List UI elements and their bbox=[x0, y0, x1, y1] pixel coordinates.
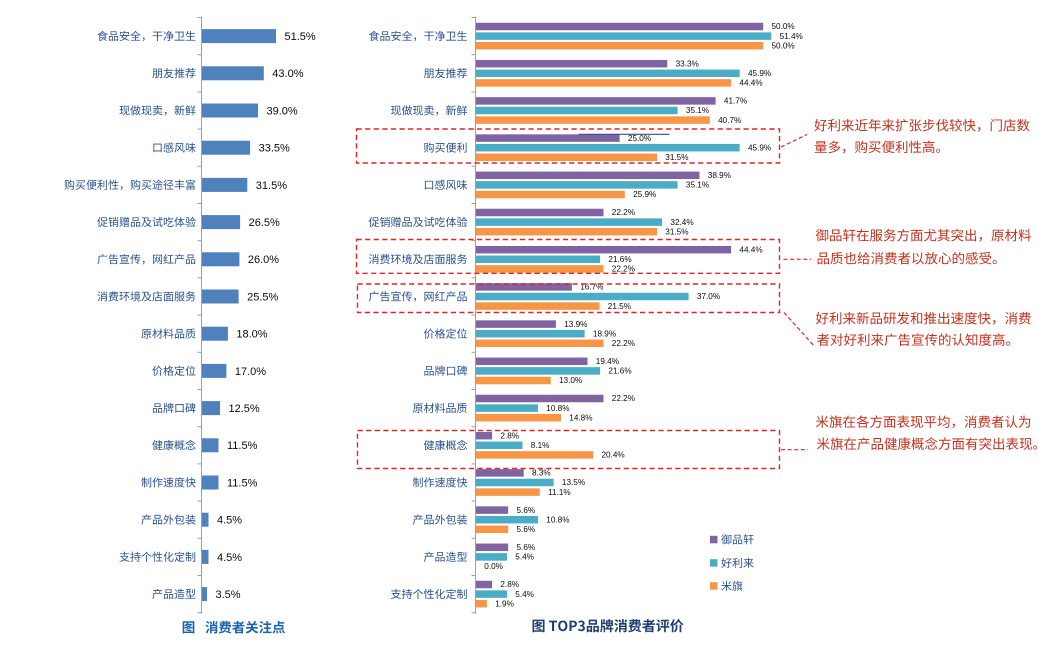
svg-text:5.6%: 5.6% bbox=[517, 543, 536, 552]
svg-text:45.9%: 45.9% bbox=[748, 69, 771, 78]
svg-text:31.5%: 31.5% bbox=[665, 227, 688, 236]
svg-text:8.1%: 8.1% bbox=[531, 441, 550, 450]
svg-text:37.0%: 37.0% bbox=[697, 292, 720, 301]
svg-text:51.4%: 51.4% bbox=[780, 32, 803, 41]
svg-text:33.5%: 33.5% bbox=[259, 143, 290, 155]
svg-text:22.2%: 22.2% bbox=[612, 265, 635, 274]
svg-text:43.0%: 43.0% bbox=[272, 68, 303, 80]
svg-text:5.6%: 5.6% bbox=[517, 506, 536, 515]
svg-text:10.8%: 10.8% bbox=[546, 404, 569, 413]
svg-text:40.7%: 40.7% bbox=[718, 116, 741, 125]
svg-text:22.2%: 22.2% bbox=[612, 394, 635, 403]
svg-text:25.0%: 25.0% bbox=[628, 134, 651, 143]
svg-text:44.4%: 44.4% bbox=[739, 245, 762, 254]
svg-text:31.5%: 31.5% bbox=[256, 180, 287, 192]
svg-text:21.6%: 21.6% bbox=[608, 255, 631, 264]
svg-text:26.0%: 26.0% bbox=[248, 254, 279, 266]
svg-text:8.3%: 8.3% bbox=[532, 469, 551, 478]
svg-text:5.4%: 5.4% bbox=[515, 590, 534, 599]
svg-text:31.5%: 31.5% bbox=[665, 153, 688, 162]
svg-text:51.5%: 51.5% bbox=[285, 31, 316, 43]
svg-text:50.0%: 50.0% bbox=[772, 41, 795, 50]
svg-text:4.5%: 4.5% bbox=[217, 515, 242, 527]
svg-text:2.8%: 2.8% bbox=[500, 580, 519, 589]
svg-text:18.9%: 18.9% bbox=[593, 329, 616, 338]
svg-text:11.5%: 11.5% bbox=[227, 477, 258, 489]
svg-text:17.0%: 17.0% bbox=[235, 366, 266, 378]
svg-text:3.5%: 3.5% bbox=[216, 589, 241, 601]
svg-text:22.2%: 22.2% bbox=[612, 339, 635, 348]
svg-text:10.8%: 10.8% bbox=[546, 515, 569, 524]
svg-text:0.0%: 0.0% bbox=[484, 562, 503, 571]
svg-text:16.7%: 16.7% bbox=[580, 283, 603, 292]
svg-text:19.4%: 19.4% bbox=[596, 357, 619, 366]
svg-text:13.5%: 13.5% bbox=[562, 478, 585, 487]
svg-text:25.9%: 25.9% bbox=[633, 190, 656, 199]
svg-text:44.4%: 44.4% bbox=[739, 79, 762, 88]
svg-text:35.1%: 35.1% bbox=[686, 181, 709, 190]
svg-text:13.0%: 13.0% bbox=[559, 376, 582, 385]
svg-text:21.5%: 21.5% bbox=[608, 302, 631, 311]
svg-text:5.4%: 5.4% bbox=[515, 553, 534, 562]
svg-text:35.1%: 35.1% bbox=[686, 106, 709, 115]
svg-text:38.9%: 38.9% bbox=[708, 171, 731, 180]
svg-text:11.1%: 11.1% bbox=[548, 488, 571, 497]
svg-text:13.9%: 13.9% bbox=[564, 320, 587, 329]
svg-text:14.8%: 14.8% bbox=[569, 413, 592, 422]
svg-text:4.5%: 4.5% bbox=[217, 552, 242, 564]
svg-text:33.3%: 33.3% bbox=[676, 59, 699, 68]
svg-text:22.2%: 22.2% bbox=[612, 208, 635, 217]
svg-text:50.0%: 50.0% bbox=[772, 22, 795, 31]
svg-text:18.0%: 18.0% bbox=[236, 329, 267, 341]
svg-text:45.9%: 45.9% bbox=[748, 143, 771, 152]
svg-text:41.7%: 41.7% bbox=[724, 97, 747, 106]
svg-text:11.5%: 11.5% bbox=[227, 440, 258, 452]
svg-text:12.5%: 12.5% bbox=[229, 403, 260, 415]
svg-text:39.0%: 39.0% bbox=[267, 105, 298, 117]
svg-text:26.5%: 26.5% bbox=[249, 217, 280, 229]
svg-text:2.8%: 2.8% bbox=[500, 431, 519, 440]
svg-text:32.4%: 32.4% bbox=[670, 218, 693, 227]
svg-text:21.6%: 21.6% bbox=[608, 367, 631, 376]
svg-text:20.4%: 20.4% bbox=[602, 451, 625, 460]
svg-text:1.9%: 1.9% bbox=[495, 599, 514, 608]
svg-text:25.5%: 25.5% bbox=[247, 291, 278, 303]
svg-text:5.6%: 5.6% bbox=[517, 525, 536, 534]
